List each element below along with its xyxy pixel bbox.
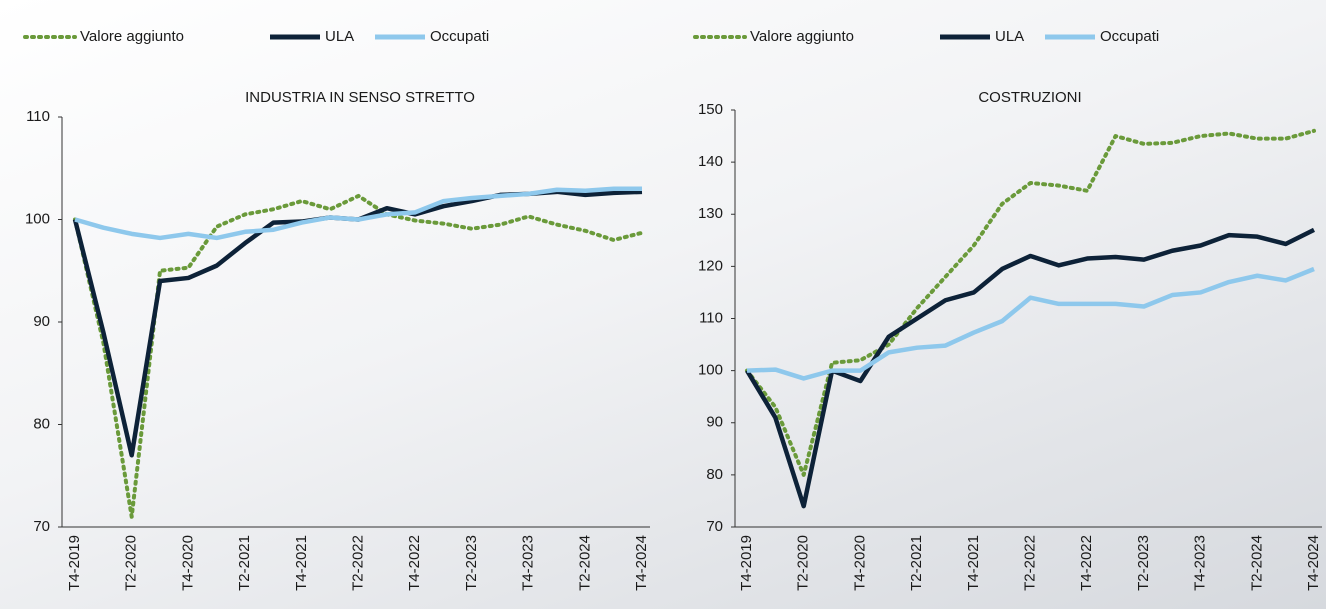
x-tick-label: T2-2021 — [908, 535, 925, 591]
legend-label: Valore aggiunto — [80, 28, 184, 45]
chart-title: COSTRUZIONI — [978, 89, 1081, 106]
x-tick-label: T4-2023 — [1192, 535, 1209, 591]
x-tick-label: T4-2020 — [179, 535, 196, 591]
x-tick-label: T2-2021 — [236, 535, 253, 591]
y-tick-label: 110 — [26, 108, 50, 125]
x-tick-label: T4-2023 — [520, 535, 537, 591]
x-tick-label: T4-2022 — [1078, 535, 1095, 591]
x-tick-label: T2-2024 — [1248, 535, 1265, 591]
chart-title: INDUSTRIA IN SENSO STRETTO — [245, 89, 475, 106]
series-line — [746, 266, 1315, 381]
y-tick-label: 110 — [699, 309, 723, 326]
y-tick-label: 140 — [698, 153, 723, 170]
legend-label: ULA — [995, 28, 1024, 45]
x-tick-label: T4-2024 — [1305, 535, 1322, 591]
legend-label: Valore aggiunto — [750, 28, 854, 45]
x-tick-label: T2-2020 — [123, 535, 140, 591]
x-tick-label: T2-2022 — [349, 535, 366, 591]
series-line — [74, 186, 642, 241]
legend-label: Occupati — [430, 28, 489, 45]
y-tick-label: 80 — [33, 415, 50, 432]
y-tick-label: 130 — [698, 205, 723, 222]
x-tick-label: T2-2023 — [1135, 535, 1152, 591]
x-tick-label: T2-2020 — [795, 535, 812, 591]
series-line — [73, 193, 644, 519]
y-tick-label: 100 — [698, 362, 723, 379]
x-tick-label: T2-2024 — [576, 535, 593, 591]
y-tick-label: 90 — [706, 414, 723, 431]
series-line — [72, 189, 643, 458]
y-tick-label: 120 — [698, 257, 723, 274]
legend-label: Occupati — [1100, 28, 1159, 45]
y-tick-label: 70 — [33, 518, 50, 535]
x-tick-label: T2-2022 — [1021, 535, 1038, 591]
legend-label: ULA — [325, 28, 354, 45]
x-tick-label: T4-2022 — [406, 535, 423, 591]
x-tick-label: T2-2023 — [463, 535, 480, 591]
y-tick-label: 150 — [698, 101, 723, 118]
x-tick-label: T4-2019 — [66, 535, 83, 591]
y-tick-label: 90 — [33, 313, 50, 330]
y-tick-label: 80 — [706, 466, 723, 483]
series-line — [745, 227, 1316, 509]
x-tick-label: T4-2021 — [293, 535, 310, 591]
x-tick-label: T4-2019 — [738, 535, 755, 591]
x-tick-label: T4-2024 — [633, 535, 650, 591]
series-line — [745, 128, 1316, 477]
y-tick-label: 100 — [25, 210, 50, 227]
x-tick-label: T4-2021 — [965, 535, 982, 591]
x-tick-label: T4-2020 — [851, 535, 868, 591]
y-tick-label: 70 — [706, 518, 723, 535]
